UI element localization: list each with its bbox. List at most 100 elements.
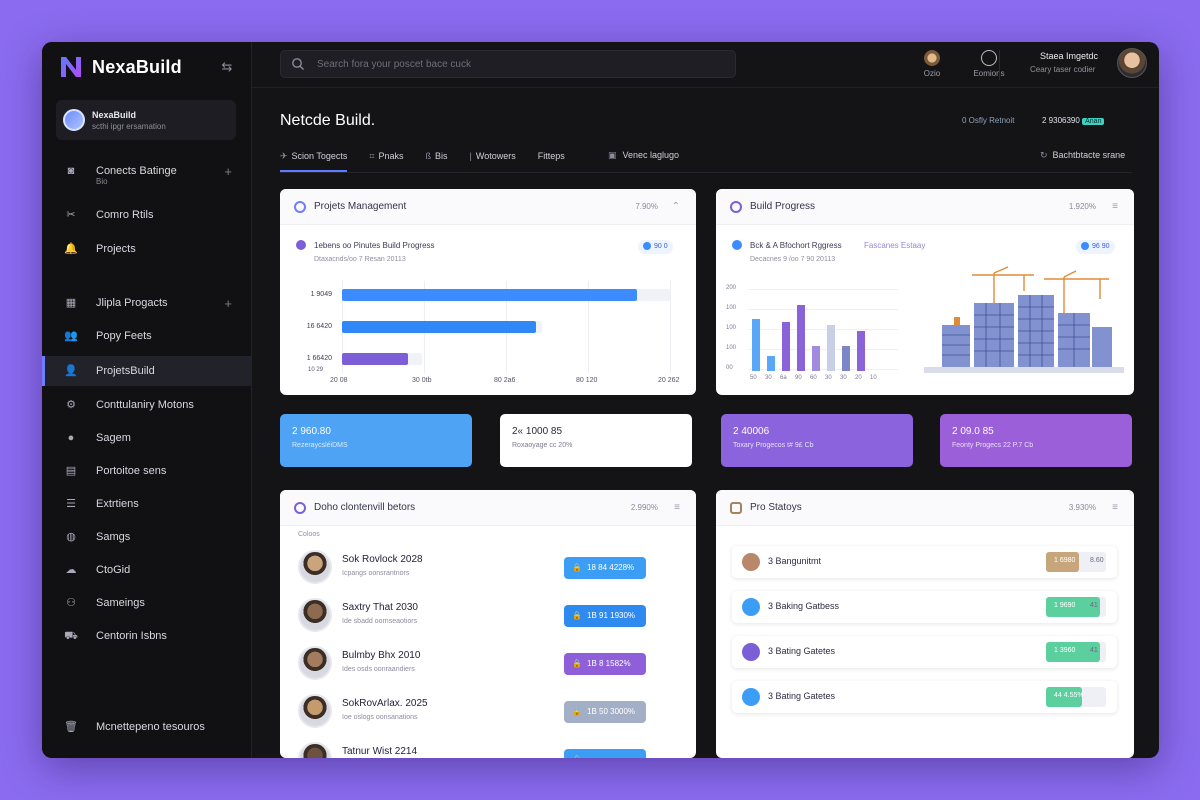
sidebar-item-13[interactable]: ⚇ Sameings — [42, 588, 252, 618]
workspace-switcher[interactable]: NexaBuild scthi ipgr ersamation — [56, 100, 236, 140]
member-row[interactable]: Saxtry That 2030 Ide sbadd oornseaotiors 🔒… — [298, 596, 670, 636]
tab-label: Fitteps — [537, 151, 565, 161]
lock-icon: 🔒 — [572, 749, 582, 758]
card-header: Pro Statoys 3.930% ≡ — [716, 490, 1134, 526]
bar-label: 16 6420 — [306, 323, 332, 330]
status-chip[interactable]: 96 90 — [1076, 240, 1115, 254]
top-button-2[interactable]: Eomions — [964, 50, 1014, 78]
chart-bar[interactable] — [752, 318, 760, 371]
chart-bar[interactable] — [767, 355, 775, 371]
member-name: Saxtry That 2030 — [342, 602, 418, 613]
sidebar-item-14[interactable]: ⛟ Centorin Isbns — [42, 621, 252, 651]
status-row[interactable]: 3 Bating Gatetes 44 4.55% — [732, 681, 1117, 713]
chart-bar[interactable] — [812, 345, 820, 371]
sidebar-item-12[interactable]: ☁ CtoGid — [42, 555, 252, 585]
chart-bar[interactable] — [797, 305, 805, 371]
chart-bar[interactable] — [782, 322, 790, 371]
card-menu-icon[interactable]: ≡ — [1112, 502, 1118, 513]
status-icon — [742, 598, 760, 616]
topbar: Ozio Eomions Staea Imgetdc Ceary taser c… — [252, 42, 1159, 88]
sidebar-item-4[interactable]: ▦ Jlipla Progacts + — [42, 288, 252, 318]
sidebar-item-8[interactable]: ● Sagem — [42, 423, 252, 453]
pill-label: 1B 50 3000% — [587, 707, 636, 716]
tab-1[interactable]: ✈ Scion Togects — [280, 150, 348, 172]
member-row[interactable]: SokRovArlax. 2025 Ioe oslogs oonsanations… — [298, 692, 670, 732]
stat-subtitle: Roxaoyage cc 20% — [512, 442, 573, 449]
sidebar-item-11[interactable]: ◍ Samgs — [42, 522, 252, 552]
member-status-pill[interactable]: 🔒 18 84 4228% — [564, 557, 646, 579]
x-tick: 10 — [870, 375, 877, 381]
sidebar-item-label: Sagem — [96, 432, 131, 444]
member-row[interactable]: Tatnur Wist 2214 🔒 — [298, 740, 670, 758]
status-row[interactable]: 3 Baking Gatbess 1 9690 41 — [732, 591, 1117, 623]
card-percent: 7.90% — [635, 202, 658, 211]
top-button-1[interactable]: Ozio — [907, 50, 957, 78]
stat-card-4[interactable]: 2 09.0 85 Feonty Progecs 22 P.7 Cb — [940, 414, 1132, 467]
member-name: Bulmby Bhx 2010 — [342, 650, 421, 661]
app-window: NexaBuild ⇆ NexaBuild scthi ipgr ersamat… — [42, 42, 1159, 758]
sidebar-item-10[interactable]: ☰ Extrtiens — [42, 489, 252, 519]
sidebar-item-2[interactable]: ✂ Comro Rtils — [42, 200, 252, 230]
x-tick: 30 — [765, 375, 772, 381]
card-menu-icon[interactable]: ≡ — [674, 502, 680, 513]
sidebar-item-3[interactable]: 🔔 Projects — [42, 234, 252, 264]
collapse-sidebar-icon[interactable]: ⇆ — [221, 59, 233, 74]
sidebar-item-6[interactable]: 👤 ProjetsBuild — [42, 356, 252, 386]
section-dot-icon — [296, 240, 306, 250]
card-menu-icon[interactable]: ⌃ — [671, 201, 680, 212]
status-row[interactable]: 3 Bangunitmt 1 6980 8.60 — [732, 546, 1117, 578]
sidebar-item-9[interactable]: ▤ Portoitoe sens — [42, 456, 252, 486]
tab-label: Bis — [435, 151, 448, 161]
stat-card-2[interactable]: 2« 1000 85 Roxaoyage cc 20% — [500, 414, 692, 467]
tab-settings[interactable]: ↻ Bachtbtacte srane — [1040, 150, 1125, 161]
member-status-pill[interactable]: 🔒 — [564, 749, 646, 758]
sidebar-item-label: Popy Feets — [96, 330, 152, 342]
user-menu[interactable]: Staea Imgetdc Ceary taser codier — [1030, 51, 1150, 74]
sidebar-item-15[interactable]: 🗑 Mcnettepeno tesouros — [42, 712, 252, 742]
x-unit: 10 29 — [308, 367, 324, 373]
tab-5[interactable]: Fitteps — [538, 150, 565, 172]
member-subtitle: Ioe oslogs oonsanations — [342, 714, 418, 721]
add-icon[interactable]: + — [224, 295, 232, 311]
stat-card-1[interactable]: 2 960.80 RezeraycsléiDMS — [280, 414, 472, 467]
member-row[interactable]: Sok Rovlock 2028 Icpangs oonsrantnors 🔒 18 … — [298, 548, 670, 588]
stat-card-3[interactable]: 2 40006 Toxary Progecos t# 9£ Cb — [721, 414, 913, 467]
add-icon[interactable]: + — [224, 163, 232, 179]
tab-4[interactable]: | Wotowers — [470, 150, 516, 172]
user-avatar[interactable] — [1117, 48, 1147, 78]
member-status-pill[interactable]: 🔒 1B 8 1582% — [564, 653, 646, 675]
brand[interactable]: NexaBuild — [58, 52, 182, 82]
tab-language[interactable]: ▣ Venec laglugo — [608, 150, 679, 161]
tab-3[interactable]: ß Bis — [426, 150, 448, 172]
status-row[interactable]: 3 Bating Gatetes 1 3960 41 — [732, 636, 1117, 668]
gear-icon: ⚙ — [66, 399, 76, 411]
section-title: 1ebens oo Pinutes Build Progress — [314, 241, 435, 250]
x-tick: 6a — [780, 375, 787, 381]
tab-2[interactable]: ⌗ Pnaks — [369, 150, 403, 172]
sidebar-item-7[interactable]: ⚙ Conttulaniry Motons — [42, 390, 252, 420]
member-status-pill[interactable]: 🔒 1B 50 3000% — [564, 701, 646, 723]
tab-bar: ✈ Scion Togects ⌗ Pnaks ß Bis | Wotowers Fitteps — [280, 150, 587, 172]
status-chip[interactable]: 90 0 — [638, 240, 673, 254]
chart-bar[interactable] — [827, 324, 835, 371]
sidebar-item-5[interactable]: 👥 Popy Feets — [42, 321, 252, 351]
search-bar[interactable] — [280, 50, 736, 78]
sidebar-item-1[interactable]: ◙ Conects Batinge Bio + — [42, 156, 252, 187]
member-status-pill[interactable]: 🔒 1B 91 1930% — [564, 605, 646, 627]
chart-bar[interactable] — [842, 345, 850, 371]
card-menu-icon[interactable]: ≡ — [1112, 201, 1118, 212]
bell-icon: 🔔 — [64, 243, 78, 255]
progress-track — [342, 353, 422, 365]
lock-icon: 🔒 — [572, 659, 582, 668]
status-value: 1 3960 — [1054, 647, 1076, 654]
status-value: 1 9690 — [1054, 602, 1076, 609]
status-icon — [742, 643, 760, 661]
search-input[interactable] — [317, 58, 717, 70]
grid-icon: ▦ — [65, 297, 77, 309]
member-subtitle: Ide sbadd oornseaotiors — [342, 618, 418, 625]
chart-bar[interactable] — [857, 330, 865, 371]
member-row[interactable]: Bulmby Bhx 2010 Ides osds oonraandiers 🔒 1B… — [298, 644, 670, 684]
grid-line — [748, 289, 898, 290]
sidebar-item-label: Conects Batinge — [96, 165, 177, 177]
status-value: 44 4.55% — [1054, 692, 1084, 699]
